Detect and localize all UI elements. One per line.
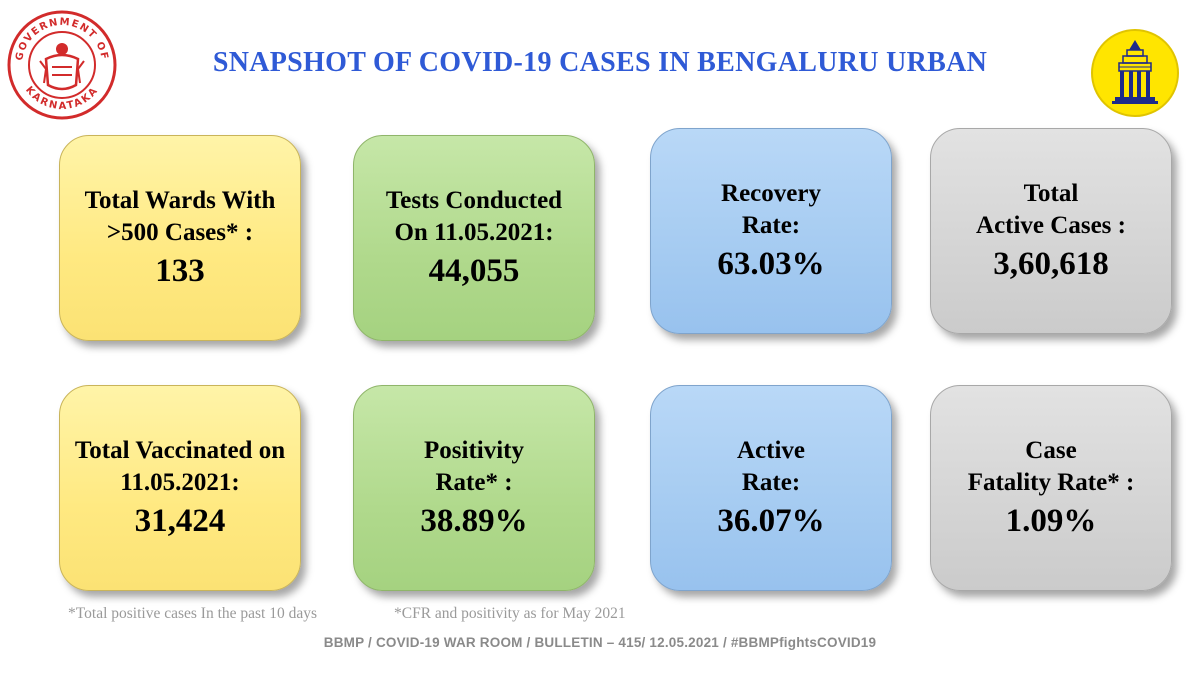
card-value: 133 (155, 253, 205, 289)
card-wards-over-500: Total Wards With >500 Cases* : 133 (59, 135, 301, 341)
card-recovery-rate: Recovery Rate: 63.03% (650, 128, 892, 334)
card-case-fatality-rate: Case Fatality Rate* : 1.09% (930, 385, 1172, 591)
card-label: Total Wards With >500 Cases* : (84, 187, 276, 246)
card-active-rate: Active Rate: 36.07% (650, 385, 892, 591)
card-label: Case Fatality Rate* : (967, 437, 1135, 496)
card-value: 38.89% (420, 503, 528, 539)
bulletin-line: BBMP / COVID-19 WAR ROOM / BULLETIN – 41… (323, 635, 877, 650)
footnote-positive-cases: *Total positive cases In the past 10 day… (68, 605, 318, 622)
card-value: 3,60,618 (993, 246, 1109, 282)
card-label: Positivity Rate* : (424, 437, 524, 496)
card-value: 63.03% (717, 246, 825, 282)
card-value: 44,055 (428, 253, 520, 289)
footnote-cfr-positivity: *CFR and positivity as for May 2021 (394, 605, 626, 622)
bbmp-temple-logo-icon (1090, 28, 1180, 118)
card-label: Active Rate: (736, 437, 806, 496)
page-title: SNAPSHOT OF COVID-19 CASES IN BENGALURU … (212, 47, 988, 78)
card-value: 1.09% (1005, 503, 1097, 539)
karnataka-government-seal-icon: GOVERNMENT OF KARNATAKA (6, 9, 118, 121)
card-tests-conducted: Tests Conducted On 11.05.2021: 44,055 (353, 135, 595, 341)
card-total-vaccinated: Total Vaccinated on 11.05.2021: 31,424 (59, 385, 301, 591)
card-label: Total Active Cases : (976, 180, 1126, 239)
card-value: 31,424 (134, 503, 226, 539)
card-positivity-rate: Positivity Rate* : 38.89% (353, 385, 595, 591)
card-value: 36.07% (717, 503, 825, 539)
card-label: Tests Conducted On 11.05.2021: (385, 187, 563, 246)
card-label: Total Vaccinated on 11.05.2021: (74, 437, 286, 496)
card-total-active-cases: Total Active Cases : 3,60,618 (930, 128, 1172, 334)
card-label: Recovery Rate: (721, 180, 821, 239)
